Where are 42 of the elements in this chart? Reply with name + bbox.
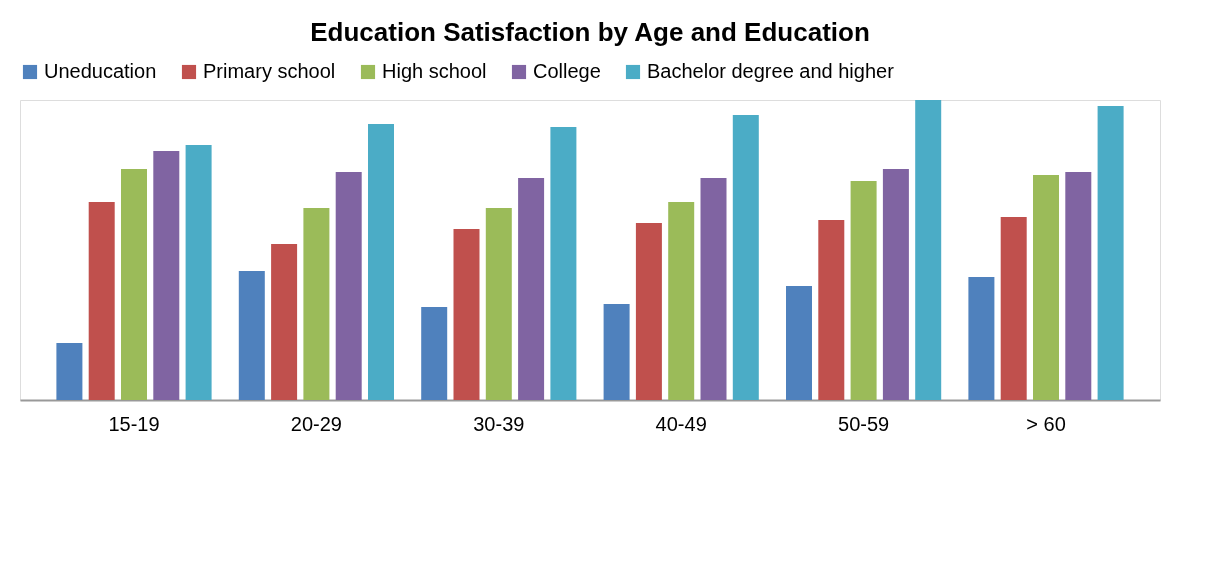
bar (850, 181, 877, 400)
bar (421, 307, 448, 400)
bar (818, 220, 845, 400)
bar (603, 304, 630, 400)
bar (88, 202, 115, 400)
bar (732, 115, 759, 400)
x-tick-label: 50-59 (838, 412, 890, 435)
x-tick-label: 15-19 (108, 412, 160, 435)
chart-title: Education Satisfaction by Age and Education (310, 17, 870, 47)
bar (1000, 217, 1027, 400)
bar (700, 178, 727, 400)
legend-label: Primary school (203, 60, 336, 82)
x-tick-label: 20-29 (290, 412, 342, 435)
bar (518, 178, 545, 400)
bar (453, 229, 480, 400)
bar (56, 343, 83, 400)
bar (303, 208, 330, 400)
bar (238, 271, 265, 400)
bar (185, 145, 212, 400)
bar (882, 169, 909, 400)
bar (335, 172, 362, 400)
legend-label: College (533, 60, 601, 82)
bar (786, 286, 812, 400)
bar (968, 277, 995, 400)
x-tick-label: 30-39 (473, 412, 525, 435)
x-tick-label: > 60 (1026, 412, 1066, 435)
x-tick-label: 40-49 (655, 412, 707, 435)
bar (1065, 172, 1092, 400)
bar (635, 223, 662, 400)
legend-label: Uneducation (44, 60, 157, 82)
bar (271, 244, 298, 400)
legend-label: High school (382, 60, 487, 82)
bar (550, 127, 577, 400)
bar (485, 208, 512, 400)
legend-label: Bachelor degree and higher (647, 60, 895, 82)
bar (121, 169, 147, 400)
bar (915, 100, 942, 400)
bar (368, 124, 394, 400)
bar (1033, 175, 1059, 400)
bar (1097, 106, 1124, 400)
bar (668, 202, 695, 400)
bar (153, 151, 180, 400)
